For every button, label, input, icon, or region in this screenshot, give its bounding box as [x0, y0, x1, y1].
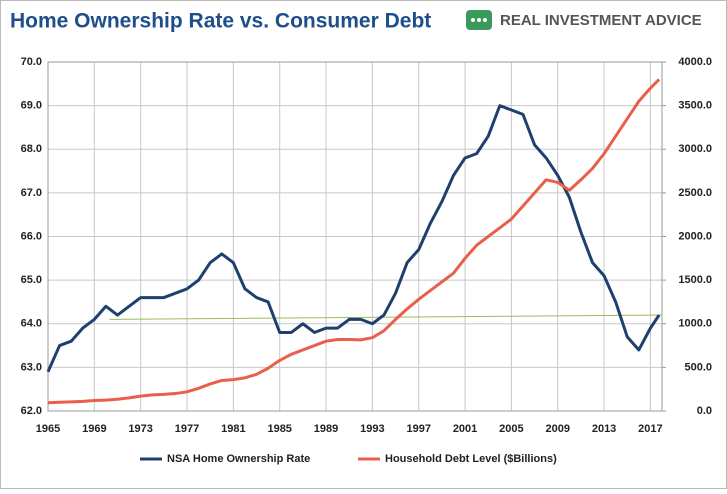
y2-tick-label: 2500.0	[678, 187, 712, 199]
y2-tick-label: 3500.0	[678, 100, 712, 112]
y2-tick-label: 0.0	[697, 405, 712, 417]
x-tick-label: 2009	[545, 423, 569, 435]
logo: REAL INVESTMENT ADVICE	[466, 10, 702, 30]
x-tick-label: 2005	[499, 423, 523, 435]
x-tick-label: 2013	[592, 423, 616, 435]
y2-tick-label: 1500.0	[678, 274, 712, 286]
plot-border	[47, 61, 663, 412]
x-tick-label: 1969	[82, 423, 106, 435]
x-tick-label: 1989	[314, 423, 338, 435]
x-tick-label: 1973	[128, 423, 152, 435]
series-line	[47, 78, 661, 405]
y-tick-label: 66.0	[21, 230, 42, 242]
x-tick-label: 1977	[175, 423, 199, 435]
x-tick-label: 1993	[360, 423, 384, 435]
series-line	[46, 104, 661, 373]
x-tick-label: 1965	[36, 423, 60, 435]
y-tick-label: 63.0	[21, 361, 42, 373]
legend-label: Household Debt Level ($Billions)	[385, 453, 557, 465]
y2-tick-label: 1000.0	[678, 318, 712, 330]
x-tick-label: 2001	[453, 423, 477, 435]
y-tick-label: 70.0	[21, 56, 42, 68]
y-tick-label: 67.0	[21, 187, 42, 199]
y2-tick-label: 4000.0	[678, 56, 712, 68]
y2-tick-label: 3000.0	[678, 143, 712, 155]
y2-tick-label: 500.0	[684, 361, 712, 373]
brand: REAL INVESTMENT ADVICE	[500, 12, 702, 29]
y-tick-label: 64.0	[21, 318, 42, 330]
legend-label: NSA Home Ownership Rate	[167, 453, 310, 465]
x-tick-label: 1981	[221, 423, 245, 435]
reference-line	[109, 314, 663, 320]
x-tick-label: 2017	[638, 423, 662, 435]
y-tick-label: 65.0	[21, 274, 42, 286]
logo-dot	[483, 18, 487, 22]
x-tick-label: 1997	[406, 423, 430, 435]
logo-dot	[477, 18, 481, 22]
y-tick-label: 69.0	[21, 100, 42, 112]
y-tick-label: 68.0	[21, 143, 42, 155]
logo-dot	[471, 18, 475, 22]
chart-title: Home Ownership Rate vs. Consumer Debt	[10, 10, 431, 33]
y2-tick-label: 2000.0	[678, 230, 712, 242]
y-tick-label: 62.0	[21, 405, 42, 417]
x-tick-label: 1985	[267, 423, 291, 435]
